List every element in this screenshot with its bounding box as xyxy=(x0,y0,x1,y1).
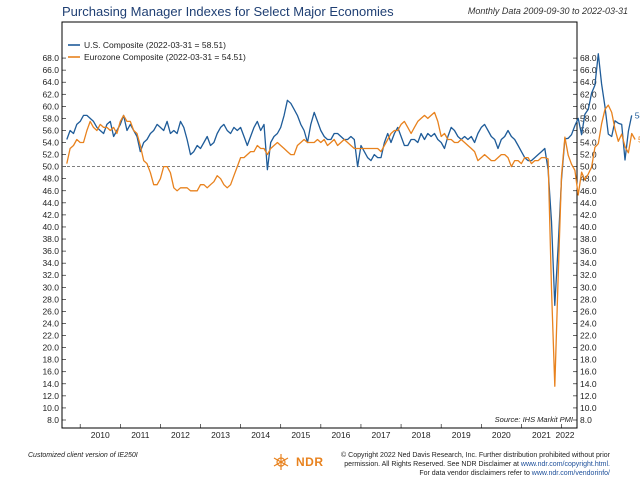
x-tick-label: 2022 xyxy=(556,430,575,440)
series-end-label-us: 58.5 xyxy=(635,110,640,120)
y-tick-label-right: 12.0 xyxy=(580,391,597,401)
y-tick-label-right: 22.0 xyxy=(580,331,597,341)
copyright-line-1: © Copyright 2022 Ned Davis Research, Inc… xyxy=(341,452,610,459)
y-tick-label-left: 24.0 xyxy=(42,318,59,328)
x-tick-label: 2016 xyxy=(331,430,350,440)
y-tick-label-right: 38.0 xyxy=(580,234,597,244)
y-tick-label-left: 40.0 xyxy=(42,222,59,232)
y-tick-label-right: 30.0 xyxy=(580,282,597,292)
x-tick-label: 2020 xyxy=(492,430,511,440)
y-tick-label-left: 26.0 xyxy=(42,306,59,316)
y-tick-label-left: 52.0 xyxy=(42,150,59,160)
y-tick-label-left: 42.0 xyxy=(42,210,59,220)
x-tick-label: 2012 xyxy=(171,430,190,440)
vendor-link[interactable]: www.ndr.com/vendorinfo/ xyxy=(531,470,610,477)
y-tick-label-right: 36.0 xyxy=(580,246,597,256)
y-tick-label-left: 32.0 xyxy=(42,270,59,280)
y-tick-label-right: 56.0 xyxy=(580,125,597,135)
y-tick-label-left: 16.0 xyxy=(42,367,59,377)
series-end-label-ez: 54.5 xyxy=(638,135,640,145)
y-tick-label-right: 34.0 xyxy=(580,258,597,268)
y-tick-label-left: 48.0 xyxy=(42,174,59,184)
y-tick-label-left: 8.0 xyxy=(47,415,59,425)
y-tick-label-right: 54.0 xyxy=(580,138,597,148)
x-tick-label: 2011 xyxy=(131,430,150,440)
y-tick-label-left: 22.0 xyxy=(42,331,59,341)
y-tick-label-left: 38.0 xyxy=(42,234,59,244)
x-tick-label: 2013 xyxy=(211,430,230,440)
ndr-emblem-icon xyxy=(273,454,289,470)
x-tick-label: 2015 xyxy=(291,430,310,440)
y-tick-label-left: 46.0 xyxy=(42,186,59,196)
y-tick-label-right: 58.0 xyxy=(580,113,597,123)
y-tick-label-left: 14.0 xyxy=(42,379,59,389)
series-line-us xyxy=(66,53,633,307)
x-tick-label: 2017 xyxy=(372,430,391,440)
series-line-ez xyxy=(66,104,636,387)
x-tick-label: 2018 xyxy=(412,430,431,440)
x-tick-label: 2010 xyxy=(91,430,110,440)
y-tick-label-left: 10.0 xyxy=(42,403,59,413)
y-tick-label-left: 34.0 xyxy=(42,258,59,268)
y-tick-label-right: 64.0 xyxy=(580,77,597,87)
copyright-line-2: permission. All Rights Reserved. See NDR… xyxy=(344,461,519,468)
y-tick-label-left: 18.0 xyxy=(42,355,59,365)
y-tick-label-left: 66.0 xyxy=(42,65,59,75)
y-tick-label-left: 20.0 xyxy=(42,343,59,353)
source-note: Source: IHS Markit PMI xyxy=(495,415,573,424)
y-tick-label-left: 50.0 xyxy=(42,162,59,172)
vendor-line: For data vendor disclaimers refer to xyxy=(419,470,530,477)
legend-label-ez: Eurozone Composite (2022-03-31 = 54.51) xyxy=(84,52,246,62)
y-tick-label-right: 24.0 xyxy=(580,318,597,328)
y-tick-label-right: 68.0 xyxy=(580,53,597,63)
y-tick-label-left: 54.0 xyxy=(42,138,59,148)
y-tick-label-right: 62.0 xyxy=(580,89,597,99)
copyright-link[interactable]: www.ndr.com/copyright.html. xyxy=(520,461,610,468)
legend-label-us: U.S. Composite (2022-03-31 = 58.51) xyxy=(84,40,226,50)
y-tick-label-right: 20.0 xyxy=(580,343,597,353)
y-tick-label-left: 56.0 xyxy=(42,125,59,135)
plot-frame xyxy=(61,21,578,429)
y-tick-label-left: 44.0 xyxy=(42,198,59,208)
y-tick-label-right: 16.0 xyxy=(580,367,597,377)
y-tick-label-left: 58.0 xyxy=(42,113,59,123)
y-tick-label-right: 40.0 xyxy=(580,222,597,232)
y-tick-label-left: 64.0 xyxy=(42,77,59,87)
x-tick-label: 2019 xyxy=(452,430,471,440)
y-tick-label-left: 68.0 xyxy=(42,53,59,63)
y-tick-label-right: 66.0 xyxy=(580,65,597,75)
x-tick-label: 2014 xyxy=(251,430,270,440)
y-tick-label-right: 28.0 xyxy=(580,294,597,304)
y-tick-label-right: 10.0 xyxy=(580,403,597,413)
y-tick-label-right: 18.0 xyxy=(580,355,597,365)
y-tick-label-right: 50.0 xyxy=(580,162,597,172)
y-tick-label-left: 36.0 xyxy=(42,246,59,256)
y-tick-label-right: 46.0 xyxy=(580,186,597,196)
x-tick-label: 2021 xyxy=(532,430,551,440)
ndr-logo: NDR xyxy=(270,452,324,472)
y-tick-label-left: 62.0 xyxy=(42,89,59,99)
y-tick-label-right: 52.0 xyxy=(580,150,597,160)
copyright-block: © Copyright 2022 Ned Davis Research, Inc… xyxy=(320,451,610,478)
y-tick-label-right: 8.0 xyxy=(580,415,592,425)
client-version-note: Customized client version of IE250I xyxy=(28,452,138,459)
y-tick-label-right: 32.0 xyxy=(580,270,597,280)
y-tick-label-right: 48.0 xyxy=(580,174,597,184)
chart-title: Purchasing Manager Indexes for Select Ma… xyxy=(62,4,394,19)
y-tick-label-left: 30.0 xyxy=(42,282,59,292)
y-tick-label-left: 60.0 xyxy=(42,101,59,111)
y-tick-label-right: 42.0 xyxy=(580,210,597,220)
ndr-brand: NDR xyxy=(296,455,324,469)
y-tick-label-right: 44.0 xyxy=(580,198,597,208)
y-tick-label-left: 12.0 xyxy=(42,391,59,401)
y-tick-label-right: 26.0 xyxy=(580,306,597,316)
y-tick-label-right: 14.0 xyxy=(580,379,597,389)
y-tick-label-left: 28.0 xyxy=(42,294,59,304)
chart-subtitle: Monthly Data 2009-09-30 to 2022-03-31 xyxy=(467,6,628,16)
